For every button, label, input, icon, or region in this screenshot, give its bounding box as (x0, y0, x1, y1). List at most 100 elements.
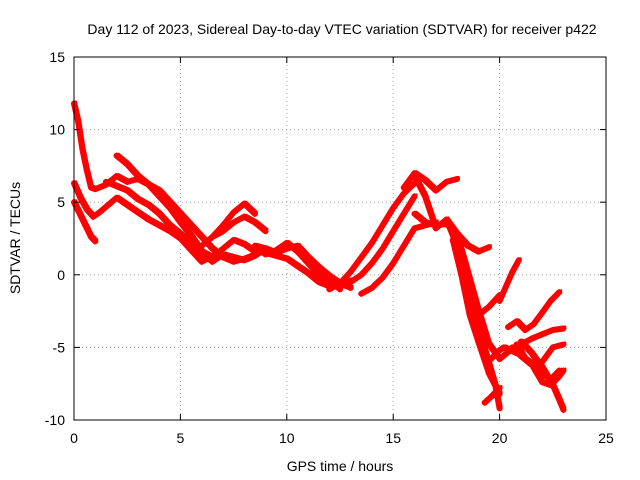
data-point (177, 231, 184, 238)
data-point (390, 205, 397, 212)
data-point (166, 222, 173, 229)
data-point (481, 399, 488, 406)
data-point (251, 252, 258, 259)
data-point (219, 228, 226, 235)
data-point (113, 173, 120, 180)
data-point (464, 289, 471, 296)
data-point (75, 207, 82, 214)
data-point (500, 344, 507, 351)
data-point (77, 194, 84, 201)
data-point (198, 242, 205, 249)
data-point (513, 318, 520, 325)
data-point (188, 247, 195, 254)
data-point (347, 268, 354, 275)
data-point (528, 335, 535, 342)
series-track-27-fringe (534, 364, 567, 385)
data-point (539, 379, 546, 386)
data-point (411, 210, 418, 217)
data-point (88, 184, 95, 191)
data-point (251, 210, 258, 217)
data-point (505, 324, 512, 331)
data-point (492, 382, 499, 389)
y-tick-label: 10 (49, 122, 65, 138)
data-point (294, 263, 301, 270)
data-point (134, 173, 141, 180)
data-point (522, 356, 529, 363)
data-point (198, 258, 205, 265)
series-track-5-fringe (106, 178, 269, 261)
data-point (241, 213, 248, 220)
data-point (547, 382, 554, 389)
data-point (458, 271, 465, 278)
x-tick-label: 20 (492, 430, 508, 446)
data-point (262, 228, 269, 235)
data-point (513, 341, 520, 348)
data-point (400, 242, 407, 249)
data-point (305, 270, 312, 277)
series-layer (71, 100, 567, 413)
data-point (326, 286, 333, 293)
data-point (96, 209, 103, 216)
data-point (145, 202, 152, 209)
data-point (475, 248, 482, 255)
data-point (88, 234, 95, 241)
x-axis-label: GPS time / hours (287, 458, 394, 474)
data-point (156, 187, 163, 194)
data-point (464, 242, 471, 249)
data-point (496, 405, 503, 412)
chart-title: Day 112 of 2023, Sidereal Day-to-day VTE… (87, 21, 596, 37)
data-point (188, 222, 195, 229)
data-point (411, 173, 418, 180)
series-track-5-trace (102, 178, 269, 265)
grid (74, 57, 606, 420)
data-point (411, 225, 418, 232)
data-point (145, 181, 152, 188)
data-point (177, 219, 184, 226)
data-point (539, 364, 546, 371)
data-point (315, 279, 322, 286)
data-point (241, 257, 248, 264)
data-point (556, 289, 563, 296)
data-point (294, 248, 301, 255)
series-track-10-fringe (330, 180, 418, 289)
data-point (494, 348, 501, 355)
data-point (75, 119, 82, 126)
data-point (326, 277, 333, 284)
data-point (368, 260, 375, 267)
data-point (358, 290, 365, 297)
data-point (198, 234, 205, 241)
data-point (502, 283, 509, 290)
data-point (411, 193, 418, 200)
data-point (530, 364, 537, 371)
series-track-23-fringe (509, 289, 563, 329)
data-point (315, 271, 322, 278)
data-point (400, 184, 407, 191)
data-point (549, 344, 556, 351)
data-point (358, 254, 365, 261)
data-point (560, 367, 567, 374)
data-point (79, 216, 86, 223)
data-point (230, 236, 237, 243)
data-point (134, 209, 141, 216)
data-point (230, 219, 237, 226)
data-point (379, 245, 386, 252)
data-point (124, 178, 131, 185)
data-point (368, 284, 375, 291)
data-point (530, 321, 537, 328)
data-point (337, 283, 343, 290)
x-tick-label: 10 (279, 430, 295, 446)
data-point (449, 236, 456, 243)
data-point (347, 284, 354, 291)
data-point (241, 241, 248, 248)
data-point (390, 260, 397, 267)
data-point (92, 238, 99, 245)
data-point (209, 245, 216, 252)
data-point (156, 210, 163, 217)
tick-marks (73, 56, 607, 421)
data-point (219, 251, 226, 258)
y-tick-label: -10 (45, 412, 65, 428)
plot-frame (73, 56, 607, 421)
y-tick-label: 0 (57, 267, 65, 283)
data-point (475, 324, 482, 331)
data-point (134, 196, 141, 203)
